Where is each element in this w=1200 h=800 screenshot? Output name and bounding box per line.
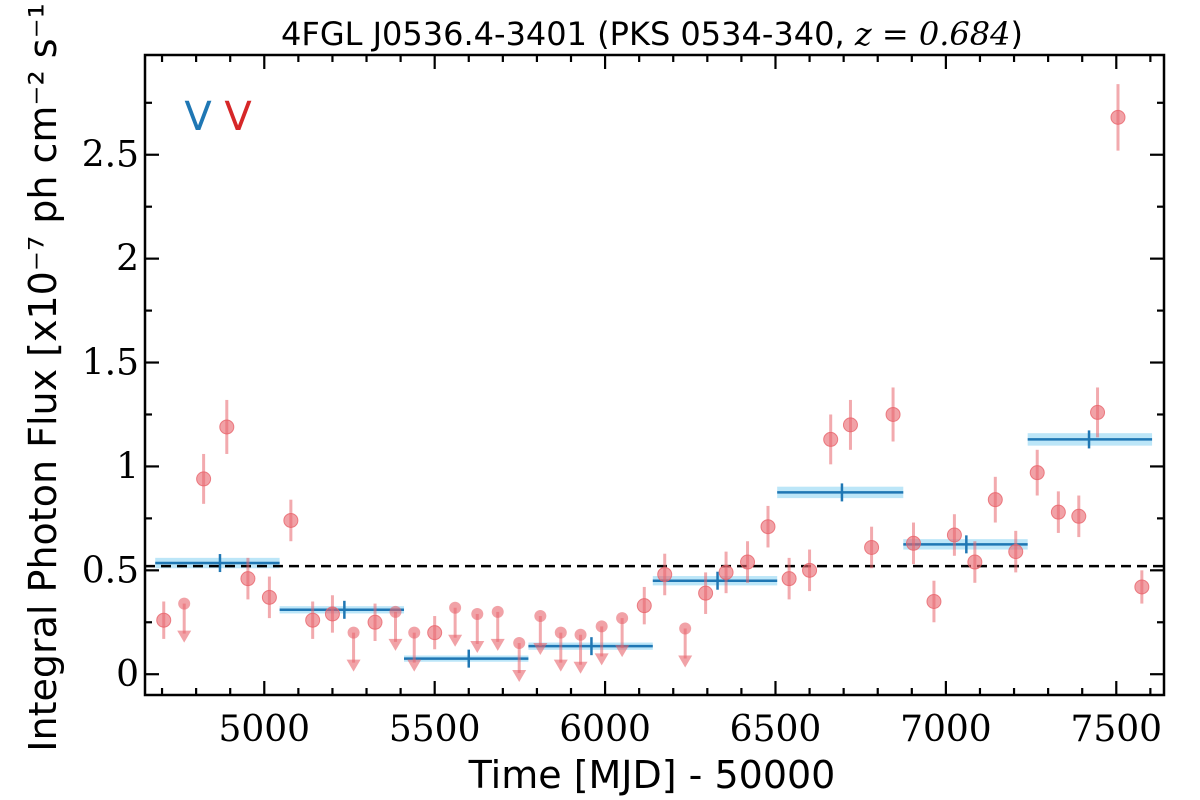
data-point: [1090, 404, 1106, 420]
y-tick-label: 1.5: [82, 343, 139, 384]
x-tick-label: 7000: [900, 709, 992, 750]
data-point: [781, 571, 797, 587]
axis-ticks: [145, 55, 1164, 695]
upper-limit-arrow: [512, 670, 527, 683]
upper-limit-point: [534, 610, 547, 623]
data-point: [1008, 544, 1024, 560]
data-point: [802, 562, 818, 578]
data-point: [1029, 465, 1045, 481]
y-tick-label: 0.5: [82, 550, 139, 591]
data-point: [196, 471, 212, 487]
upper-limit-point: [616, 612, 629, 625]
data-point: [740, 554, 756, 570]
data-point: [906, 535, 922, 551]
v-marker: V: [184, 94, 212, 140]
upper-limit-point: [408, 626, 421, 639]
upper-limit-point: [178, 597, 191, 610]
plot-frame: [143, 53, 1166, 697]
upper-limit-arrow: [470, 640, 485, 653]
upper-limit-arrow: [594, 653, 609, 666]
data-point: [156, 612, 172, 628]
data-point: [987, 492, 1003, 508]
y-tick-label: 2.5: [82, 135, 139, 176]
x-tick-label: 6500: [730, 709, 822, 750]
data-point: [1071, 508, 1087, 524]
upper-limit-arrow: [678, 655, 693, 668]
upper-limit-point: [574, 628, 587, 641]
upper-limit-arrow: [533, 643, 548, 656]
upper-limit-arrow: [553, 659, 568, 672]
y-tick-label: 1: [116, 446, 139, 487]
y-tick-labels: 0 0.5 1 1.5 2 2.5: [82, 135, 139, 695]
x-tick-labels: 5000 5500 6000 6500 7000 7500: [218, 709, 1162, 750]
data-point: [698, 585, 714, 601]
v-marker: V: [224, 94, 252, 140]
plot-area: [145, 84, 1164, 683]
x-tick-label: 6000: [559, 709, 651, 750]
upper-limit-point: [347, 626, 360, 639]
y-axis-label: Integral Photon Flux [x10⁻⁷ ph cm⁻² s⁻¹]: [21, 0, 65, 752]
data-point: [864, 539, 880, 555]
data-point: [283, 512, 299, 528]
data-point: [324, 606, 340, 622]
data-point: [885, 406, 901, 422]
data-point: [823, 431, 839, 447]
data-point: [219, 419, 235, 435]
data-point: [842, 417, 858, 433]
data-point: [427, 625, 443, 641]
upper-limit-arrow: [573, 661, 588, 674]
upper-limit-point: [491, 605, 504, 618]
chart-title: 4FGL J0536.4-3401 (PKS 0534-340, z = 0.6…: [281, 15, 1023, 53]
upper-limit-point: [554, 626, 567, 639]
upper-limit-point: [595, 620, 608, 633]
data-point: [1110, 109, 1126, 125]
upper-limit-point: [449, 601, 462, 614]
x-tick-label: 5500: [389, 709, 481, 750]
upper-limit-arrow: [388, 638, 403, 651]
data-point: [261, 589, 277, 605]
upper-limit-point: [679, 622, 692, 635]
upper-limit-arrow: [490, 638, 505, 651]
data-point: [760, 519, 776, 535]
y-tick-label: 0: [116, 654, 139, 695]
upper-limit-arrow: [407, 659, 422, 672]
upper-limit-arrow: [615, 645, 630, 658]
x-tick-label: 5000: [218, 709, 310, 750]
data-point: [718, 564, 734, 580]
data-point: [305, 612, 321, 628]
data-point: [367, 614, 383, 630]
x-tick-label: 7500: [1070, 709, 1162, 750]
y-tick-label: 2: [116, 239, 139, 280]
data-point: [636, 598, 652, 614]
upper-limit-arrow: [177, 630, 192, 643]
upper-limit-arrow: [448, 634, 463, 647]
data-point: [926, 593, 942, 609]
upper-limit-point: [513, 637, 526, 650]
data-point: [1134, 579, 1150, 595]
data-point: [1050, 504, 1066, 520]
data-point: [946, 527, 962, 543]
data-point: [657, 566, 673, 582]
upper-limit-point: [471, 607, 484, 620]
upper-limit-arrow: [346, 659, 361, 672]
data-point: [240, 571, 256, 587]
x-axis-label: Time [MJD] - 50000: [468, 753, 836, 797]
data-point: [967, 554, 983, 570]
upper-limit-point: [389, 605, 402, 618]
plot-inner: [145, 84, 1164, 683]
